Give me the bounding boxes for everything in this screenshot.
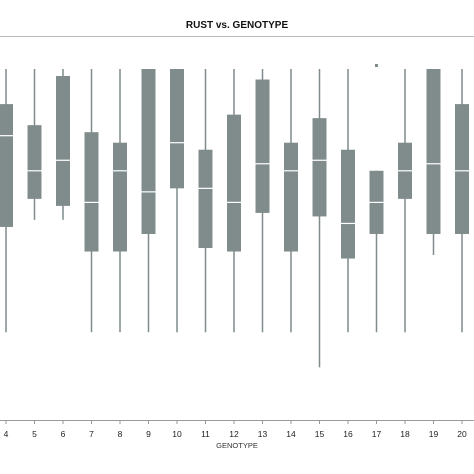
x-tick-label-6: 6	[61, 429, 66, 439]
box-5	[27, 125, 42, 199]
x-tick-label-7: 7	[89, 429, 94, 439]
box-group-14	[284, 69, 298, 333]
box-group-12	[227, 69, 241, 333]
box-group-7	[84, 69, 99, 333]
box-9	[141, 69, 156, 234]
box-group-4	[0, 69, 13, 333]
x-tick-label-15: 15	[315, 429, 325, 439]
box-6	[56, 76, 70, 206]
x-axis-label: GENOTYPE	[216, 441, 258, 450]
chart-title: RUST vs. GENOTYPE	[186, 20, 289, 31]
box-16	[341, 149, 355, 259]
x-tick-label-5: 5	[32, 429, 37, 439]
box-13	[255, 79, 270, 213]
box-group-6	[56, 69, 70, 220]
x-tick-label-9: 9	[146, 429, 151, 439]
box-group-16	[341, 69, 355, 333]
box-group-20	[455, 69, 469, 333]
box-group-19	[426, 69, 441, 256]
x-tick-label-18: 18	[400, 429, 410, 439]
box-19	[426, 69, 441, 234]
box-8	[113, 142, 127, 252]
box-group-13	[255, 69, 270, 333]
box-group-18	[398, 69, 412, 333]
x-tick-label-10: 10	[172, 429, 182, 439]
box-4	[0, 104, 13, 227]
box-group-9	[141, 69, 156, 333]
box-15	[312, 118, 327, 217]
x-tick-label-13: 13	[258, 429, 268, 439]
box-group-8	[113, 69, 127, 333]
boxes-layer	[0, 63, 469, 368]
box-group-15	[312, 69, 327, 368]
box-12	[227, 114, 241, 252]
box-group-11	[198, 69, 213, 333]
box-group-10	[170, 69, 184, 333]
x-tick-label-16: 16	[343, 429, 353, 439]
box-10	[170, 69, 184, 189]
x-tick-label-12: 12	[229, 429, 239, 439]
box-7	[84, 132, 99, 252]
x-tick-label-11: 11	[201, 429, 210, 439]
x-tick-labels: 4 5 6 7 8 9 10 11 12 13 14 15 16 17 18 19 20	[4, 420, 467, 439]
x-tick-label-14: 14	[286, 429, 296, 439]
x-tick-label-4: 4	[4, 429, 9, 439]
box-group-17	[369, 63, 384, 333]
x-tick-label-19: 19	[429, 429, 439, 439]
x-tick-label-20: 20	[457, 429, 467, 439]
box-11	[198, 149, 213, 249]
x-tick-label-17: 17	[372, 429, 382, 439]
box-14	[284, 142, 298, 252]
outlier-17-0	[375, 63, 378, 67]
box-20	[455, 104, 469, 234]
x-tick-label-8: 8	[118, 429, 123, 439]
box-group-5	[27, 69, 42, 220]
